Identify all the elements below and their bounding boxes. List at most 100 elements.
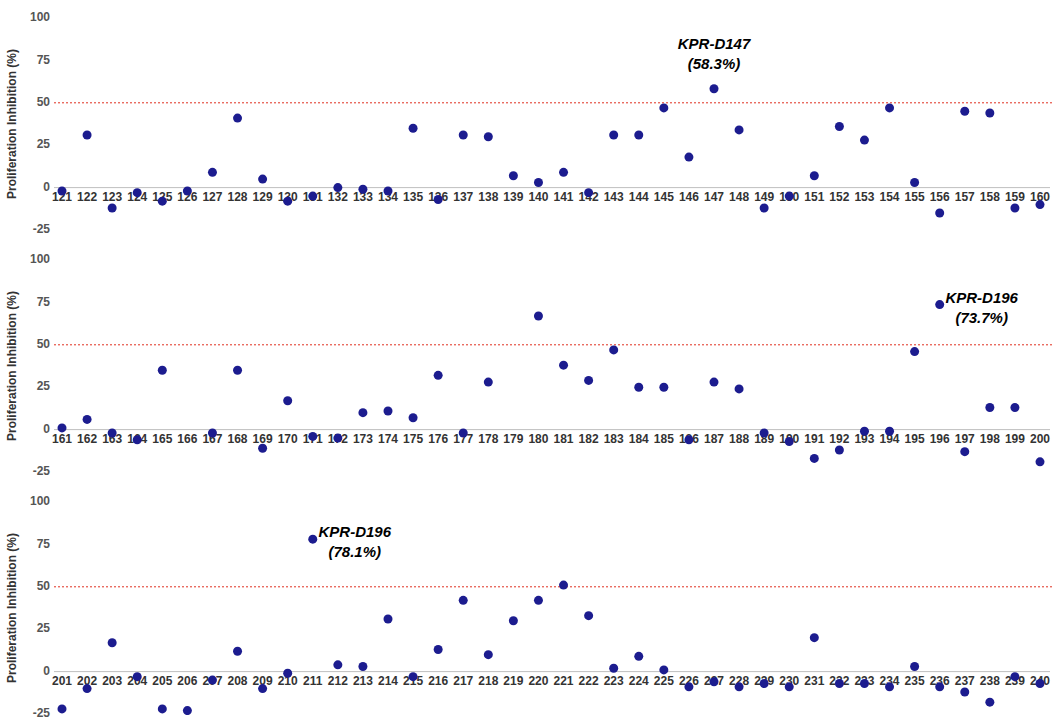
x-tick-label: 229 (754, 674, 774, 688)
point (509, 171, 518, 180)
x-tick-label: 153 (854, 190, 874, 204)
x-tick-label: 129 (253, 190, 273, 204)
point (509, 616, 518, 625)
point (634, 383, 643, 392)
y-tick-label: -25 (33, 222, 51, 236)
x-tick-label: 157 (955, 190, 975, 204)
point (208, 168, 217, 177)
point (910, 662, 919, 671)
point (710, 378, 719, 387)
point (960, 687, 969, 696)
x-tick-label: 219 (503, 674, 523, 688)
x-tick-label: 171 (303, 432, 323, 446)
point (835, 445, 844, 454)
point (1036, 679, 1045, 688)
point (258, 684, 267, 693)
reference-line (54, 344, 1053, 345)
point (584, 188, 593, 197)
point (609, 345, 618, 354)
x-tick-label: 208 (228, 674, 248, 688)
x-tick-label: 184 (629, 432, 649, 446)
x-tick-label: 197 (955, 432, 975, 446)
x-tick-label: 186 (679, 432, 699, 446)
x-tick-label: 211 (303, 674, 323, 688)
point (935, 300, 944, 309)
point (1036, 457, 1045, 466)
point (659, 665, 668, 674)
y-tick (56, 145, 60, 146)
x-tick-label: 143 (604, 190, 624, 204)
point (1036, 200, 1045, 209)
reference-line (54, 586, 1053, 587)
point (684, 682, 693, 691)
x-tick-label: 168 (228, 432, 248, 446)
point (108, 428, 117, 437)
x-tick-label: 151 (804, 190, 824, 204)
x-tick-label: 235 (905, 674, 925, 688)
point (835, 679, 844, 688)
point (459, 596, 468, 605)
y-tick-label: 50 (37, 337, 51, 351)
x-tick-label: 213 (353, 674, 373, 688)
y-tick-label: 0 (43, 664, 50, 678)
x-tick-label: 232 (829, 674, 849, 688)
point (384, 186, 393, 195)
y-tick (56, 60, 60, 61)
y-tick (56, 629, 60, 630)
point (283, 396, 292, 405)
figure: Proliferation Inhibition (%) -25 0 25 50 75 10… (0, 0, 1057, 727)
point (208, 676, 217, 685)
x-tick-label: 233 (854, 674, 874, 688)
point (910, 178, 919, 187)
y-tick (56, 260, 60, 261)
point (108, 638, 117, 647)
point (785, 192, 794, 201)
x-tick-label: 137 (453, 190, 473, 204)
x-tick-label: 131 (303, 190, 323, 204)
point (760, 428, 769, 437)
x-tick-label: 128 (228, 190, 248, 204)
point (158, 197, 167, 206)
x-tick-label: 216 (428, 674, 448, 688)
point (960, 447, 969, 456)
x-tick-label: 191 (804, 432, 824, 446)
y-tick-label: 50 (37, 95, 51, 109)
x-tick-label: 145 (654, 190, 674, 204)
panel: Proliferation Inhibition (%)-25025507510… (5, 10, 1053, 236)
y-tick (56, 230, 60, 231)
y-tick-label: 100 (30, 494, 50, 508)
x-tick-label: 190 (779, 432, 799, 446)
point (735, 384, 744, 393)
x-tick-label: 165 (152, 432, 172, 446)
point (133, 188, 142, 197)
x-tick-label: 144 (629, 190, 649, 204)
panel: Proliferation Inhibition (%)-25025507510… (5, 252, 1053, 478)
point (283, 197, 292, 206)
x-tick-label: 199 (1005, 432, 1025, 446)
x-tick-label: 198 (980, 432, 1000, 446)
x-tick-label: 158 (980, 190, 1000, 204)
x-tick-label: 195 (905, 432, 925, 446)
x-tick-label: 135 (403, 190, 423, 204)
point (58, 704, 67, 713)
x-tick-label: 159 (1005, 190, 1025, 204)
y-tick-label: 75 (37, 295, 51, 309)
annotation-label: KPR-D147 (678, 35, 751, 52)
x-tick-label: 175 (403, 432, 423, 446)
x-tick-label: 214 (378, 674, 398, 688)
y-tick (56, 544, 60, 545)
y-tick (56, 502, 60, 503)
point (183, 706, 192, 715)
y-axis-label: Proliferation Inhibition (%) (5, 49, 19, 199)
y-tick-label: 25 (37, 621, 51, 635)
point (233, 647, 242, 656)
x-tick-label: 206 (177, 674, 197, 688)
x-tick-label: 188 (729, 432, 749, 446)
point (1010, 672, 1019, 681)
point (760, 203, 769, 212)
x-tick-label: 196 (930, 432, 950, 446)
y-tick-label: 0 (43, 422, 50, 436)
x-tick-label: 182 (579, 432, 599, 446)
point (684, 435, 693, 444)
point (634, 131, 643, 140)
